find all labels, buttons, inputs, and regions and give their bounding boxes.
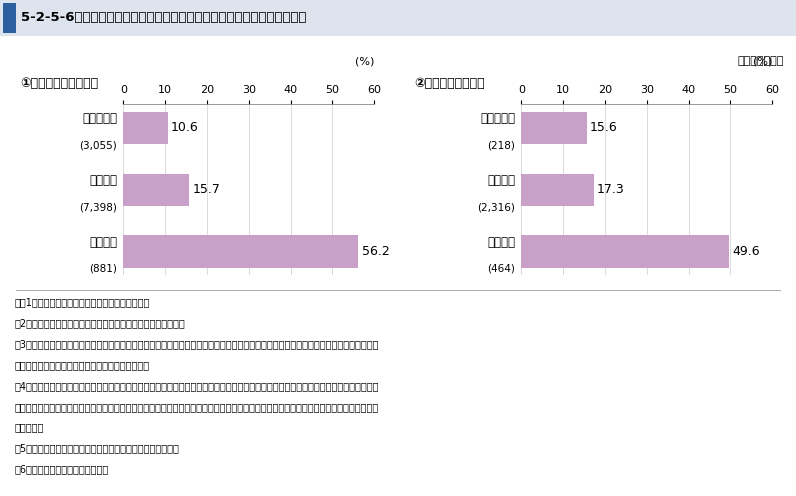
Text: 6　（　）内は，実人員である。: 6 （ ）内は，実人員である。 — [14, 464, 108, 474]
Text: (%): (%) — [355, 57, 374, 66]
Bar — [521, 236, 728, 267]
Text: 学生・生徒: 学生・生徒 — [480, 112, 515, 125]
Text: 4　「再処分率」は，保護観察終了人員のうち，保護観察期間中に再非行・再犯により新たな保護処分又は刑事処分（施設送致申請によ: 4 「再処分率」は，保護観察終了人員のうち，保護観察期間中に再非行・再犯により新… — [14, 381, 379, 391]
Text: 注、1　法務省大臣官房司法法制部の資料による。: 注、1 法務省大臣官房司法法制部の資料による。 — [14, 298, 150, 308]
Text: (3,055): (3,055) — [80, 140, 117, 150]
Text: (2,316): (2,316) — [478, 202, 515, 212]
Text: 15.7: 15.7 — [193, 183, 220, 196]
Text: ①　保護観察処分少年: ① 保護観察処分少年 — [20, 77, 98, 90]
Text: (%): (%) — [753, 57, 772, 66]
Text: 有　　職: 有 職 — [89, 174, 117, 187]
Text: (218): (218) — [487, 140, 515, 150]
Text: 5-2-5-6図　保護観察対象少年の再処分率（終了時の就学・就労状況別）: 5-2-5-6図 保護観察対象少年の再処分率（終了時の就学・就労状況別） — [21, 11, 307, 24]
Text: 有　　職: 有 職 — [487, 174, 515, 187]
Text: 56.2: 56.2 — [361, 245, 389, 258]
Text: 2　保護観察処分少年は，交通短期保護観察の対象者を除く。: 2 保護観察処分少年は，交通短期保護観察の対象者を除く。 — [14, 318, 185, 328]
Text: いう。: いう。 — [14, 423, 44, 433]
Text: る保護処分及び起訴猟予の処分を含む。刑事裁判については，その期間中に確定したものに限る。）を受けた者の人員の占める比率を: る保護処分及び起訴猟予の処分を含む。刑事裁判については，その期間中に確定したもの… — [14, 402, 379, 412]
Text: (464): (464) — [487, 264, 515, 274]
Text: 無　　職: 無 職 — [89, 236, 117, 248]
Text: （平成２８年）: （平成２８年） — [738, 56, 784, 65]
Text: 3　保護観察終了時の就学・就労状況による。ただし，犯罪又は非行により身柄を拘束されたまま保護観察が終了した者については，身: 3 保護観察終了時の就学・就労状況による。ただし，犯罪又は非行により身柄を拘束さ… — [14, 339, 379, 349]
Text: 17.3: 17.3 — [597, 183, 625, 196]
Bar — [123, 112, 168, 144]
Text: (7,398): (7,398) — [80, 202, 117, 212]
Bar — [123, 236, 358, 267]
Text: 15.6: 15.6 — [590, 122, 618, 134]
Bar — [3, 3, 16, 33]
Bar — [521, 112, 587, 144]
Text: 学生・生徒: 学生・生徒 — [82, 112, 117, 125]
Bar — [521, 174, 594, 206]
Text: (881): (881) — [89, 264, 117, 274]
Text: 49.6: 49.6 — [732, 245, 759, 258]
Text: 10.6: 10.6 — [171, 122, 199, 134]
Text: 5　家事従事者，定収入のある無職者及び不詳の者を除く。: 5 家事従事者，定収入のある無職者及び不詳の者を除く。 — [14, 443, 179, 453]
Bar — [123, 174, 189, 206]
Text: ②　少年院仮退院者: ② 少年院仮退院者 — [414, 77, 485, 90]
Text: 柄を拘束される直前の就学・就労状況による。: 柄を拘束される直前の就学・就労状況による。 — [14, 360, 150, 370]
Text: 無　　職: 無 職 — [487, 236, 515, 248]
